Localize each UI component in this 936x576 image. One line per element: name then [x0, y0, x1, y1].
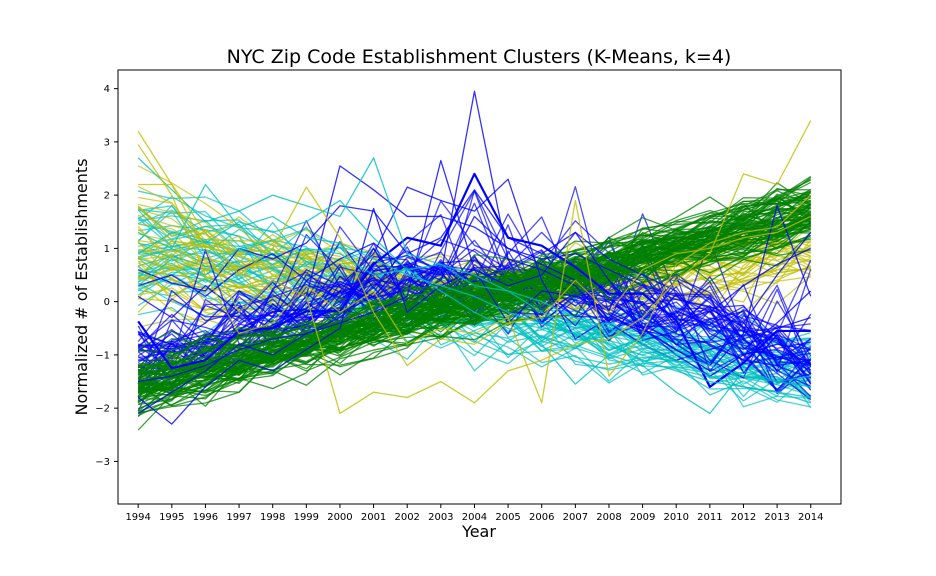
y-tick-label: −3: [95, 457, 110, 468]
x-tick-label: 2010: [663, 512, 688, 523]
x-tick-label: 1995: [159, 512, 184, 523]
series-line: [137, 178, 811, 377]
cluster-line: [137, 190, 812, 404]
cluster-line: [138, 185, 811, 371]
x-tick-label: 1996: [193, 512, 218, 523]
plot-frame: [117, 69, 842, 505]
series-line: [137, 183, 811, 399]
chart-title: NYC Zip Code Establishment Clusters (K-M…: [227, 46, 732, 68]
series-line: [137, 120, 812, 415]
cluster-line: [137, 222, 812, 398]
cluster-line: [138, 297, 812, 408]
x-tick-label: 1997: [226, 512, 251, 523]
cluster-line: [137, 259, 811, 360]
series-line: [137, 199, 811, 388]
series-layer: [137, 90, 812, 431]
x-tick-label: 2013: [764, 512, 789, 523]
series-line: [138, 183, 812, 367]
x-tick-label: 2004: [462, 512, 487, 523]
cluster-line: [137, 210, 811, 393]
x-tick-label: 2012: [731, 512, 756, 523]
series-line: [137, 189, 812, 351]
x-tick-label: 2005: [495, 512, 520, 523]
y-tick-label: 1: [104, 244, 110, 255]
x-tick-label: 2003: [428, 512, 453, 523]
cluster-line: [138, 179, 812, 384]
cluster-line: [137, 224, 811, 395]
cluster-line: [138, 248, 812, 399]
x-tick-label: 2001: [361, 512, 386, 523]
cluster-line: [137, 236, 811, 386]
x-tick-label: 1994: [125, 512, 150, 523]
x-tick-label: 2002: [394, 512, 419, 523]
cluster-line: [137, 225, 812, 312]
cluster-line: [137, 223, 811, 372]
cluster-line: [137, 191, 811, 392]
series-line: [137, 247, 811, 415]
y-tick-label: −2: [95, 404, 110, 415]
series-line: [137, 157, 811, 404]
y-tick-label: 2: [104, 191, 110, 202]
y-tick-label: 3: [104, 137, 110, 148]
x-tick-label: 2007: [563, 512, 588, 523]
cluster-line: [138, 225, 811, 414]
y-tick-label: 4: [104, 84, 110, 95]
y-axis: −3 −2 −1 0 1 2 3 4: [95, 84, 118, 468]
y-axis-label: Normalized # of Establishments: [72, 158, 91, 415]
x-axis: 1994 1995 1996 1997 1998 1999 2000 2001 2002 2003…: [125, 504, 823, 523]
x-axis-label: Year: [461, 522, 496, 541]
x-tick-label: 2009: [630, 512, 655, 523]
x-tick-label: 2006: [529, 512, 554, 523]
x-tick-label: 2000: [327, 512, 352, 523]
y-tick-label: 0: [104, 297, 110, 308]
series-line: [138, 159, 811, 383]
cluster-line: [137, 196, 811, 351]
series-line: [137, 90, 811, 361]
x-tick-label: 1999: [294, 512, 319, 523]
series-line: [137, 205, 812, 415]
cluster-line: [138, 217, 811, 386]
x-tick-label: 2011: [697, 512, 722, 523]
y-tick-label: −1: [95, 350, 110, 361]
x-tick-label: 2014: [798, 512, 823, 523]
x-tick-label: 1998: [260, 512, 285, 523]
x-tick-label: 2008: [596, 512, 621, 523]
cluster-line: [137, 227, 811, 397]
